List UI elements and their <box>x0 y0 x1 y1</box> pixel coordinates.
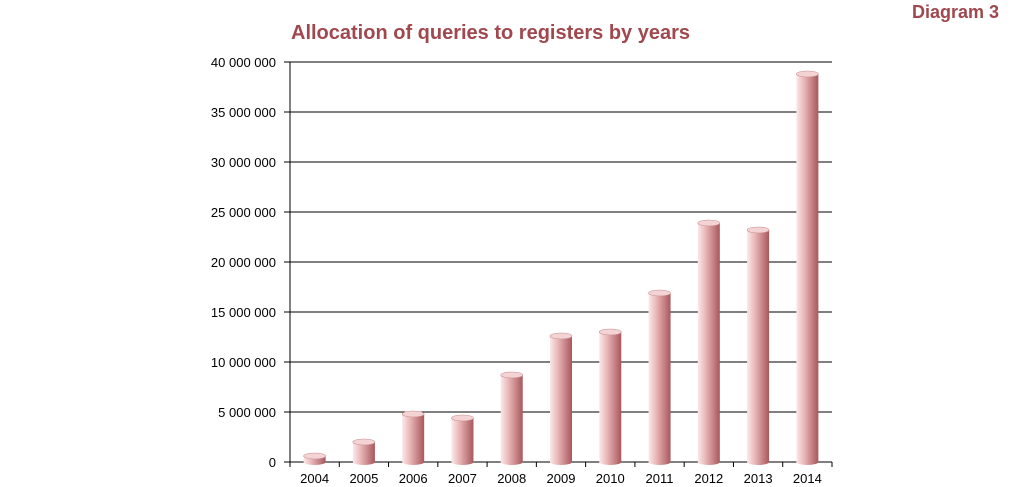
bar-body <box>352 442 375 465</box>
bar-top <box>697 219 721 227</box>
bar-top <box>401 410 425 418</box>
bar-top <box>451 414 474 422</box>
bar-top <box>598 328 622 336</box>
bar-top <box>303 452 326 460</box>
x-tick-label: 2006 <box>399 471 428 486</box>
bar <box>746 226 770 465</box>
bar-body <box>451 418 474 465</box>
x-tick-label: 2012 <box>694 471 723 486</box>
chart-title: Allocation of queries to registers by ye… <box>291 22 691 44</box>
x-tick-label: 2014 <box>793 471 822 486</box>
x-tick-label: 2004 <box>300 471 329 486</box>
y-tick-label: 35 000 000 <box>211 105 276 120</box>
bar-body <box>550 336 572 465</box>
x-tick-label: 2011 <box>646 471 674 486</box>
bar-body <box>747 230 770 465</box>
bar-top <box>549 332 573 340</box>
diagram-number-label: Diagram 3 <box>911 2 999 22</box>
y-tick-label: 30 000 000 <box>211 155 276 170</box>
y-tick-label: 20 000 000 <box>211 255 276 270</box>
y-tick-label: 40 000 000 <box>211 55 276 70</box>
y-tick-label: 25 000 000 <box>211 205 276 220</box>
bar-top <box>352 438 376 446</box>
tick-labels: 0 5 000 000 10 000 000 15 000 000 20 000 000… <box>211 55 822 486</box>
gridlines <box>290 61 832 413</box>
bar <box>648 289 671 465</box>
bars <box>303 70 819 465</box>
x-tick-label: 2008 <box>497 471 526 486</box>
bar-body <box>500 375 523 465</box>
bar <box>451 414 474 465</box>
bar <box>796 70 819 465</box>
bar <box>303 452 326 465</box>
bar-top <box>500 371 524 379</box>
bar <box>598 328 622 465</box>
bar-body <box>796 74 819 465</box>
bar-body <box>599 332 622 465</box>
x-tick-label: 2007 <box>448 471 477 486</box>
bar-top <box>796 70 819 78</box>
y-tick-label: 10 000 000 <box>211 355 276 370</box>
x-tick-label: 2005 <box>349 471 378 486</box>
bar <box>352 438 376 465</box>
x-tick-label: 2010 <box>596 471 625 486</box>
bar <box>697 219 721 465</box>
bar <box>401 410 425 465</box>
bar-top <box>746 226 770 234</box>
bar <box>500 371 524 465</box>
y-tick-label: 5 000 000 <box>218 405 276 420</box>
bar-body <box>648 293 671 465</box>
x-tick-label: 2009 <box>547 471 576 486</box>
y-tick-label: 15 000 000 <box>211 305 276 320</box>
bar-body <box>402 414 425 465</box>
x-tick-label: 2013 <box>744 471 773 486</box>
bar <box>549 332 573 465</box>
bar-top <box>648 289 671 297</box>
y-tick-label: 0 <box>269 455 276 470</box>
bar-body <box>697 223 720 465</box>
